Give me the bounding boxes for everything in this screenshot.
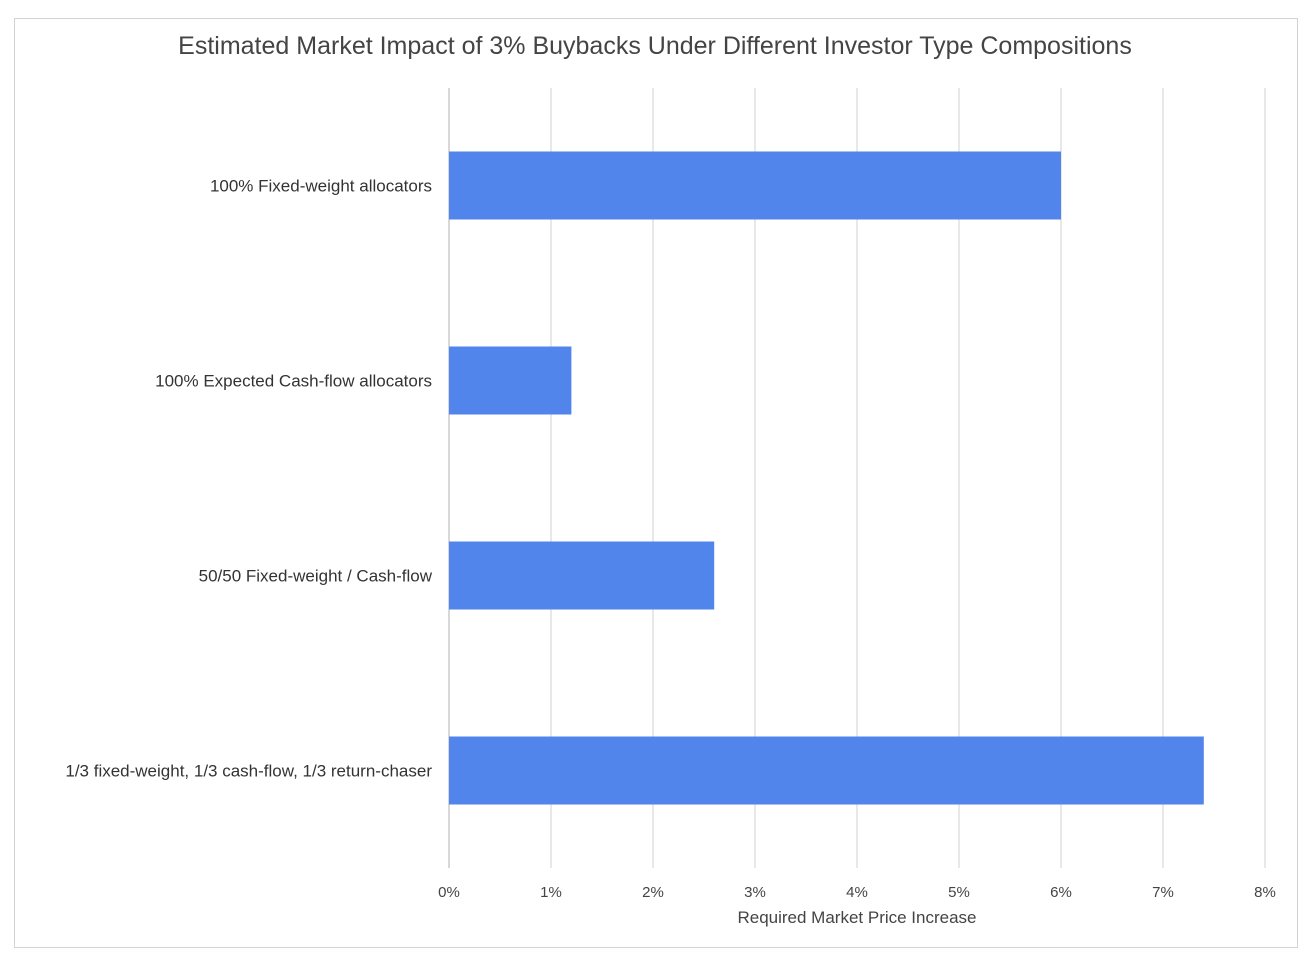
- chart-title: Estimated Market Impact of 3% Buybacks U…: [178, 32, 1132, 60]
- x-tick-label-0: 0%: [438, 884, 460, 901]
- category-label-1: 100% Expected Cash-flow allocators: [155, 372, 432, 391]
- bars: [449, 151, 1204, 805]
- x-tick-label-2: 2%: [642, 884, 664, 901]
- category-label-2: 50/50 Fixed-weight / Cash-flow: [199, 567, 433, 586]
- bar-3: [449, 736, 1204, 805]
- x-axis-title: Required Market Price Increase: [737, 908, 976, 927]
- x-tick-label-1: 1%: [540, 884, 562, 901]
- x-tick-labels: 0% 1% 2% 3% 4% 5% 6% 7% 8%: [438, 884, 1276, 901]
- x-tick-label-8: 8%: [1254, 884, 1276, 901]
- bar-2: [449, 541, 715, 610]
- category-labels: 100% Fixed-weight allocators 100% Expecte…: [65, 177, 432, 781]
- bar-1: [449, 346, 572, 415]
- x-tick-label-4: 4%: [846, 884, 868, 901]
- x-tick-label-3: 3%: [744, 884, 766, 901]
- x-tick-label-7: 7%: [1152, 884, 1174, 901]
- x-tick-label-5: 5%: [948, 884, 970, 901]
- category-label-3: 1/3 fixed-weight, 1/3 cash-flow, 1/3 ret…: [65, 762, 432, 781]
- bar-0: [449, 151, 1061, 220]
- category-label-0: 100% Fixed-weight allocators: [210, 177, 432, 196]
- x-tick-label-6: 6%: [1050, 884, 1072, 901]
